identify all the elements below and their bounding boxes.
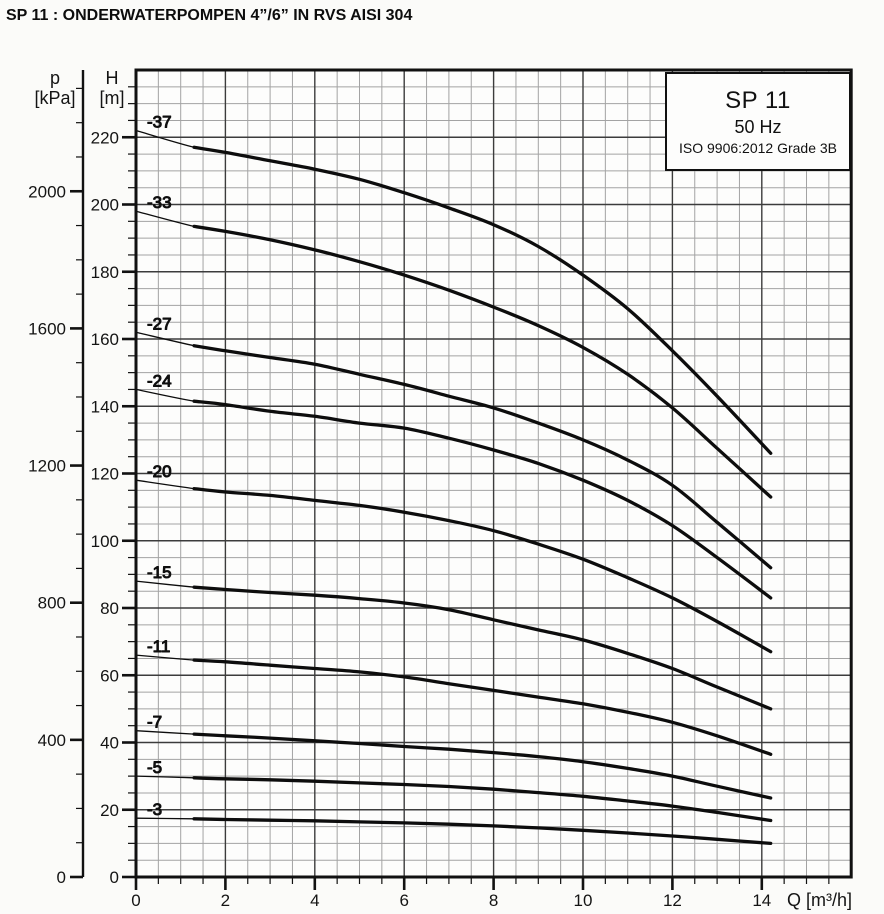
flow-axis-tick-label: 0 (131, 891, 140, 910)
head-axis-tick-label: 20 (100, 801, 119, 820)
curve--24: -24 (135, 371, 773, 600)
pressure-axis: 0 400 800 1200 1600 2000 p[kPa] (28, 68, 85, 887)
curve-thick-segment (192, 658, 773, 756)
curve-label: -37 (147, 113, 172, 132)
head-axis-letter: H (106, 68, 119, 88)
curve-label: -7 (147, 713, 162, 732)
pressure-axis-tick-label: 400 (38, 731, 66, 750)
flow-axis-tick-label: 10 (574, 891, 593, 910)
curve-label: -15 (147, 563, 172, 582)
curve-thick-segment (192, 776, 773, 823)
pressure-axis-tick-label: 800 (38, 594, 66, 613)
curve-label: -11 (147, 637, 170, 656)
head-axis: 0 20 40 60 80 100 120 140 160 180 200 220 H[m] (91, 68, 136, 887)
curve-thick-segment (192, 817, 773, 846)
flow-axis-tick-label: 4 (310, 891, 319, 910)
curve--11: -11 (135, 637, 773, 756)
flow-axis-tick-label: 8 (489, 891, 498, 910)
pressure-axis-letter: p (50, 68, 60, 88)
head-axis-tick-label: 180 (91, 263, 119, 282)
head-axis-tick-label: 60 (100, 666, 119, 685)
curve--33: -33 (135, 193, 773, 499)
flow-axis-tick-label: 2 (221, 891, 230, 910)
head-axis-tick-label: 120 (91, 465, 119, 484)
pressure-axis-tick-label: 1600 (28, 319, 66, 338)
pressure-axis-unit: [kPa] (34, 88, 75, 108)
head-axis-tick-label: 100 (91, 532, 119, 551)
curve-thick-segment (192, 732, 773, 800)
head-axis-tick-label: 220 (91, 128, 119, 147)
curve-thick-segment (192, 224, 773, 499)
info-box-model: SP 11 (725, 86, 791, 114)
curve--3: -3 (135, 800, 773, 846)
curve--5: -5 (135, 758, 773, 823)
page-title: SP 11 : ONDERWATERPOMPEN 4”/6” IN RVS AI… (6, 7, 413, 24)
pressure-axis-tick-label: 0 (57, 868, 66, 887)
pressure-axis-tick-label: 1200 (28, 457, 66, 476)
curve-label: -27 (147, 314, 172, 333)
head-axis-tick-label: 200 (91, 196, 119, 215)
curve-thick-segment (192, 344, 773, 570)
flow-axis-tick-label: 12 (663, 891, 682, 910)
curves: -37 -33 -27 -24 -20 -15 -11 -7 -5 -3 (135, 112, 773, 846)
flow-axis: 0 2 4 6 8 10 12 14 Q [m³/h] (131, 877, 852, 910)
pressure-axis-tick-label: 2000 (28, 182, 66, 201)
flow-axis-tick-label: 6 (399, 891, 408, 910)
curve--37: -37 (135, 112, 773, 455)
flow-axis-title: Q [m³/h] (787, 890, 852, 910)
flow-axis-tick-label: 14 (752, 891, 771, 910)
head-axis-tick-label: 40 (100, 734, 119, 753)
head-axis-tick-label: 160 (91, 330, 119, 349)
curve-label: -3 (147, 800, 162, 819)
head-axis-tick-label: 80 (100, 599, 119, 618)
curve-label: -5 (147, 758, 162, 777)
curve-thick-segment (192, 585, 773, 711)
curve-thick-segment (192, 145, 773, 455)
curve--27: -27 (135, 314, 773, 570)
curve--20: -20 (135, 462, 773, 654)
curve-label: -33 (147, 193, 172, 212)
head-axis-tick-label: 140 (91, 397, 119, 416)
info-box-standard: ISO 9906:2012 Grade 3B (679, 139, 837, 156)
curve--15: -15 (135, 563, 773, 711)
curve--7: -7 (135, 712, 773, 800)
curve-label: -20 (147, 462, 172, 481)
info-box-frequency: 50 Hz (734, 116, 782, 137)
curve-thick-segment (192, 486, 773, 654)
head-axis-unit: [m] (100, 88, 125, 108)
grid-major (136, 70, 852, 877)
curve-label: -24 (147, 371, 172, 390)
curve-thick-segment (192, 399, 773, 600)
head-axis-tick-label: 0 (110, 868, 119, 887)
chart-info-box: SP 11 50 Hz ISO 9906:2012 Grade 3B (665, 72, 851, 171)
